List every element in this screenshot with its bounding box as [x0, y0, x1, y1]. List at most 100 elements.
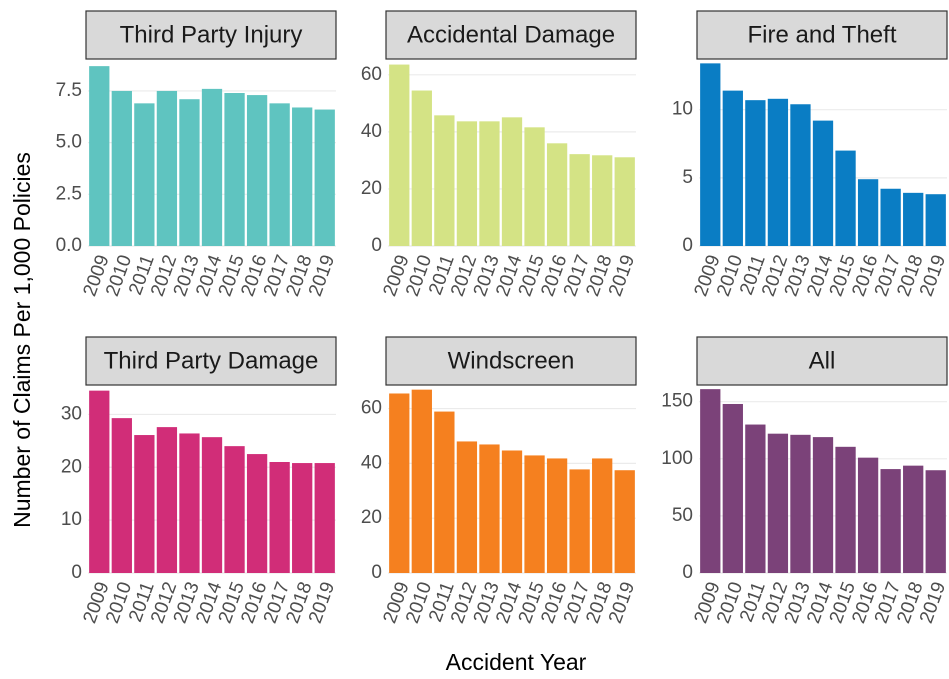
bar [269, 103, 290, 246]
bar [857, 457, 879, 573]
bar [592, 155, 613, 246]
y-tick-label: 5 [682, 167, 693, 188]
strip-title: Third Party Injury [120, 21, 303, 48]
y-tick-label: 20 [361, 178, 382, 199]
strip [696, 10, 948, 60]
bar [569, 154, 590, 246]
bar [314, 463, 335, 573]
bar [903, 192, 924, 246]
y-tick-label: 30 [61, 403, 82, 424]
y-tick-label: 100 [661, 448, 693, 469]
bar [745, 100, 766, 246]
bar [592, 458, 613, 573]
bar [501, 117, 523, 246]
bar [790, 104, 811, 246]
bar [925, 470, 946, 573]
bar [179, 99, 200, 246]
strip-title: Accidental Damage [407, 21, 615, 48]
bar [479, 121, 500, 246]
bar [411, 90, 432, 246]
y-tick-label: 0 [682, 562, 693, 583]
y-tick-label: 0 [71, 562, 82, 583]
y-tick-label: 150 [661, 391, 693, 412]
bar [880, 188, 901, 246]
bar [224, 93, 245, 247]
bar [614, 157, 635, 246]
bar [224, 446, 245, 573]
bar [389, 393, 410, 573]
strip-title: Windscreen [448, 347, 575, 374]
y-tick-label: 10 [672, 99, 693, 120]
bar [111, 418, 132, 573]
bar [767, 98, 789, 246]
bar [389, 64, 410, 246]
bar [411, 389, 432, 573]
y-tick-label: 40 [361, 452, 382, 473]
bar [903, 465, 924, 573]
y-tick-label: 50 [672, 505, 693, 526]
bar [722, 403, 743, 573]
bar [857, 179, 879, 246]
strip-title: Fire and Theft [748, 21, 897, 48]
bar [246, 454, 268, 573]
bar [134, 103, 155, 246]
bar [745, 424, 766, 573]
y-tick-label: 20 [361, 507, 382, 528]
bar [179, 433, 200, 573]
strip-title: All [809, 347, 836, 374]
bar [269, 462, 290, 573]
bar [434, 411, 455, 573]
y-tick-label: 40 [361, 121, 382, 142]
y-tick-label: 0 [371, 562, 382, 583]
y-tick-label: 0 [682, 235, 693, 256]
strip [85, 336, 337, 386]
bar [880, 469, 901, 573]
y-tick-label: 7.5 [56, 80, 82, 101]
bar [700, 63, 721, 247]
bar [314, 109, 335, 246]
strip [385, 336, 637, 386]
bar [201, 88, 223, 246]
bar [790, 434, 811, 573]
bar [722, 90, 743, 246]
bar [614, 470, 635, 573]
bar [524, 127, 545, 246]
strip-title: Third Party Damage [104, 347, 319, 374]
y-tick-label: 60 [361, 398, 382, 419]
bar [835, 446, 856, 573]
y-tick-label: 5.0 [56, 132, 82, 153]
bar [156, 427, 178, 573]
bar [246, 95, 268, 247]
strip [85, 10, 337, 60]
bar [292, 107, 313, 246]
y-tick-label: 2.5 [56, 183, 82, 204]
bar [89, 390, 110, 573]
strip [696, 336, 948, 386]
bar [292, 463, 313, 573]
y-tick-label: 0.0 [56, 235, 82, 256]
bar [111, 90, 132, 246]
bar [546, 458, 568, 573]
bar [501, 450, 523, 573]
strip [385, 10, 637, 60]
bar [569, 469, 590, 573]
y-tick-label: 20 [61, 456, 82, 477]
y-tick-label: 60 [361, 64, 382, 85]
bar [134, 435, 155, 573]
bar [925, 194, 946, 246]
bar [546, 143, 568, 246]
y-axis-title: Number of Claims Per 1,000 Policies [9, 152, 35, 528]
bar [456, 121, 478, 246]
bar [835, 150, 856, 246]
bar [434, 115, 455, 246]
y-tick-label: 0 [371, 235, 382, 256]
y-tick-label: 10 [61, 509, 82, 530]
bar [700, 389, 721, 573]
bar [812, 437, 834, 573]
bar [201, 437, 223, 573]
bar [767, 433, 789, 573]
bar [524, 455, 545, 573]
x-axis-title: Accident Year [446, 649, 587, 675]
bar [156, 90, 178, 246]
